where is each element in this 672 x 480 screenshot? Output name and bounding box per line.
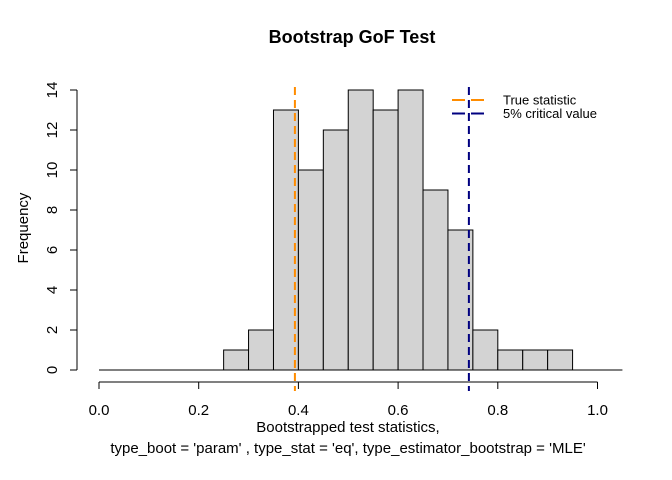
legend-line-samples bbox=[452, 99, 486, 115]
x-tick-label: 0.2 bbox=[188, 402, 209, 419]
x-tick-label: 0.0 bbox=[89, 402, 110, 419]
histogram-bar bbox=[422, 189, 449, 371]
x-tick-label: 0.4 bbox=[288, 402, 309, 419]
x-axis-title-line1: Bootstrapped test statistics, bbox=[256, 419, 439, 436]
y-tick-label: 12 bbox=[44, 122, 61, 139]
y-tick-label: 14 bbox=[44, 82, 61, 99]
y-tick-label: 4 bbox=[44, 286, 61, 294]
y-tick-label: 10 bbox=[44, 162, 61, 179]
x-tick-label: 0.6 bbox=[388, 402, 409, 419]
y-tick-label: 0 bbox=[44, 366, 61, 374]
histogram-bar bbox=[497, 349, 524, 371]
histogram-bar bbox=[272, 109, 299, 371]
x-tick-label: 1.0 bbox=[587, 402, 608, 419]
legend: True statistic 5% critical value bbox=[503, 93, 597, 122]
reference-lines bbox=[293, 87, 470, 391]
histogram-bar bbox=[297, 169, 324, 371]
histogram-bar bbox=[372, 109, 399, 371]
histogram-bar bbox=[347, 89, 374, 371]
x-axis-title-line2: type_boot = 'param' , type_stat = 'eq', … bbox=[110, 440, 586, 457]
y-tick-label: 6 bbox=[44, 246, 61, 254]
histogram-bar bbox=[522, 349, 549, 371]
x-tick-label: 0.8 bbox=[487, 402, 508, 419]
legend-label-true-statistic: True statistic bbox=[503, 93, 577, 108]
histogram-bars bbox=[223, 89, 574, 371]
histogram-bar bbox=[322, 129, 349, 371]
histogram-bar bbox=[547, 349, 574, 371]
y-axis-title: Frequency bbox=[15, 192, 32, 263]
chart-title: Bootstrap GoF Test bbox=[269, 27, 436, 47]
histogram-bar bbox=[472, 329, 499, 371]
y-tick-label: 8 bbox=[44, 206, 61, 214]
axes: 0 2 4 6 8 10 12 14 0.0 0.2 0.4 0.6 0.8 1.0 bbox=[44, 82, 608, 419]
y-tick-label: 2 bbox=[44, 326, 61, 334]
legend-label-critical-value: 5% critical value bbox=[503, 106, 597, 121]
histogram-bar bbox=[397, 89, 424, 371]
histogram-bar bbox=[248, 329, 274, 371]
histogram-bar bbox=[223, 349, 250, 371]
